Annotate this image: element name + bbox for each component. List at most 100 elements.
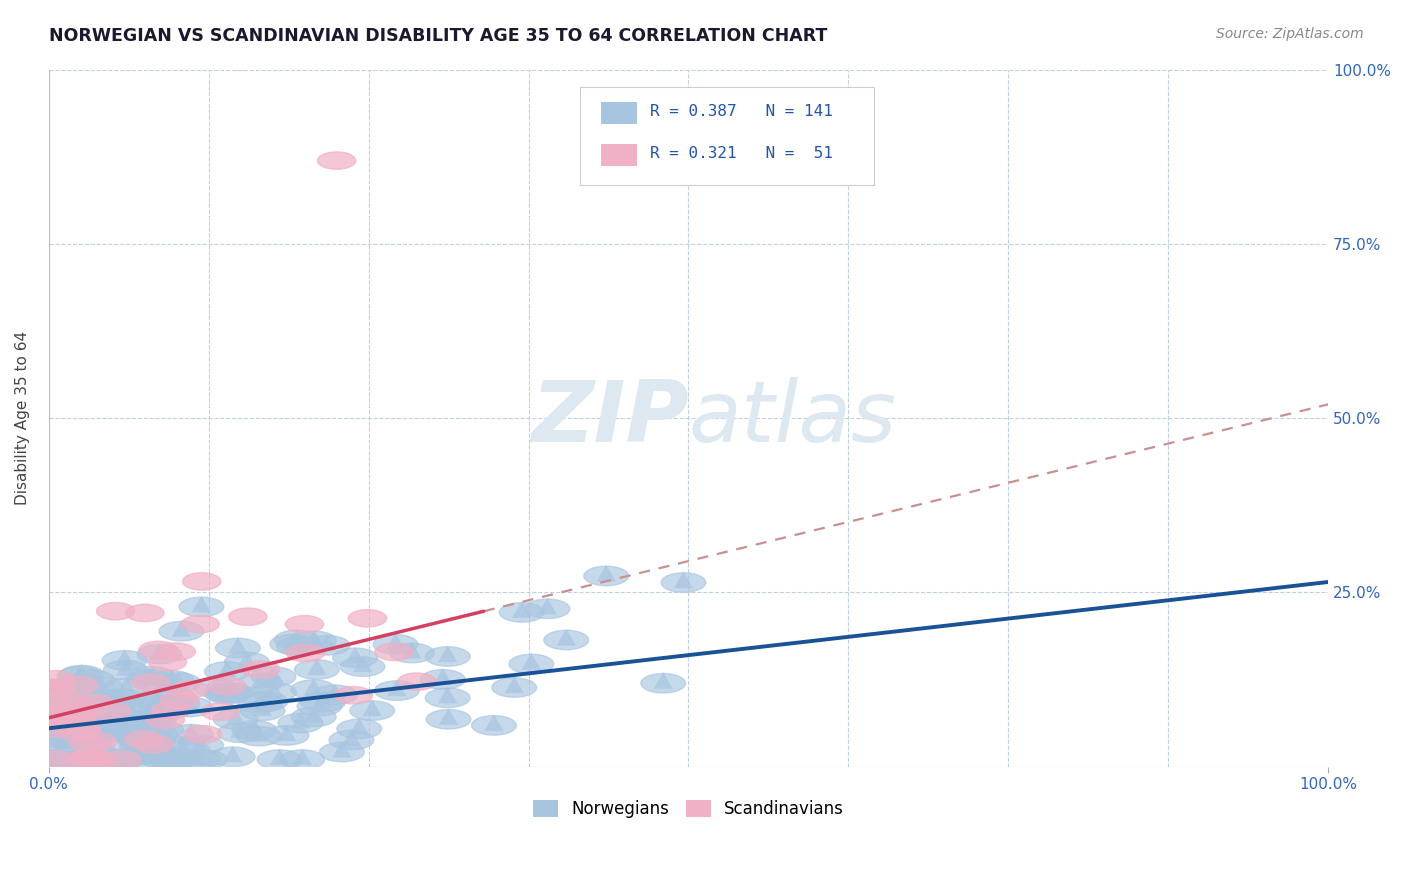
- Point: [302, 633, 325, 648]
- Point: [60, 693, 83, 707]
- Point: [291, 753, 314, 767]
- Point: [437, 712, 460, 726]
- Point: [302, 682, 325, 697]
- Point: [361, 704, 384, 718]
- Ellipse shape: [37, 679, 75, 697]
- Ellipse shape: [56, 722, 101, 741]
- Ellipse shape: [103, 660, 148, 680]
- Point: [290, 716, 312, 731]
- Point: [98, 753, 121, 767]
- Point: [263, 685, 285, 699]
- Point: [305, 663, 328, 677]
- Point: [432, 673, 454, 687]
- Ellipse shape: [236, 726, 281, 746]
- Point: [145, 693, 167, 707]
- Point: [190, 739, 212, 753]
- Point: [138, 673, 160, 687]
- Point: [347, 722, 370, 736]
- Point: [160, 753, 183, 767]
- Ellipse shape: [51, 732, 96, 752]
- Point: [555, 632, 578, 647]
- Ellipse shape: [125, 692, 170, 712]
- Point: [91, 692, 114, 706]
- Point: [276, 729, 298, 743]
- Point: [138, 673, 160, 687]
- Ellipse shape: [66, 751, 104, 768]
- Point: [127, 714, 149, 728]
- Point: [281, 637, 304, 651]
- Point: [330, 745, 353, 759]
- Ellipse shape: [146, 711, 184, 729]
- Ellipse shape: [398, 673, 436, 690]
- Ellipse shape: [160, 691, 200, 708]
- Point: [60, 693, 83, 707]
- Ellipse shape: [58, 750, 103, 769]
- Point: [46, 721, 69, 735]
- Point: [312, 695, 335, 709]
- Ellipse shape: [65, 750, 110, 769]
- Ellipse shape: [232, 721, 277, 740]
- Point: [44, 731, 66, 745]
- Point: [160, 753, 183, 767]
- Point: [100, 692, 122, 706]
- Point: [62, 735, 84, 749]
- Point: [148, 647, 170, 661]
- Point: [179, 700, 201, 714]
- Ellipse shape: [38, 715, 83, 735]
- Point: [150, 723, 173, 737]
- Point: [249, 675, 271, 690]
- Point: [482, 718, 505, 732]
- Point: [187, 753, 209, 767]
- Ellipse shape: [278, 714, 323, 732]
- Ellipse shape: [55, 709, 93, 727]
- Ellipse shape: [425, 688, 470, 707]
- Ellipse shape: [58, 706, 97, 723]
- Point: [288, 640, 311, 654]
- Point: [217, 687, 239, 701]
- Point: [344, 650, 367, 665]
- Ellipse shape: [69, 725, 114, 744]
- Point: [316, 638, 339, 652]
- Point: [67, 724, 90, 739]
- Point: [53, 707, 76, 722]
- Point: [76, 753, 98, 767]
- FancyBboxPatch shape: [579, 87, 875, 185]
- Point: [60, 715, 83, 730]
- Point: [520, 657, 543, 671]
- Point: [555, 632, 578, 647]
- Point: [308, 699, 330, 714]
- Point: [281, 637, 304, 651]
- Ellipse shape: [201, 703, 239, 721]
- Point: [65, 736, 87, 750]
- Point: [62, 735, 84, 749]
- Point: [162, 690, 184, 704]
- Ellipse shape: [115, 711, 160, 731]
- Ellipse shape: [214, 709, 259, 729]
- Point: [51, 728, 73, 742]
- Point: [217, 686, 239, 700]
- Ellipse shape: [471, 715, 516, 735]
- Point: [141, 669, 163, 683]
- Point: [217, 687, 239, 701]
- Ellipse shape: [117, 722, 162, 741]
- Ellipse shape: [170, 681, 208, 698]
- Point: [44, 696, 66, 710]
- Point: [44, 753, 66, 767]
- Point: [44, 732, 66, 747]
- Point: [94, 750, 117, 764]
- Ellipse shape: [97, 714, 141, 734]
- Point: [180, 727, 202, 741]
- Ellipse shape: [274, 630, 319, 649]
- Point: [153, 753, 176, 767]
- Ellipse shape: [115, 750, 160, 769]
- Point: [91, 718, 114, 732]
- Ellipse shape: [264, 726, 309, 745]
- Ellipse shape: [120, 739, 165, 759]
- Ellipse shape: [34, 750, 79, 769]
- Point: [150, 723, 173, 737]
- Point: [80, 728, 103, 742]
- Ellipse shape: [270, 634, 315, 654]
- Point: [308, 699, 330, 714]
- Point: [141, 739, 163, 753]
- Point: [114, 653, 136, 667]
